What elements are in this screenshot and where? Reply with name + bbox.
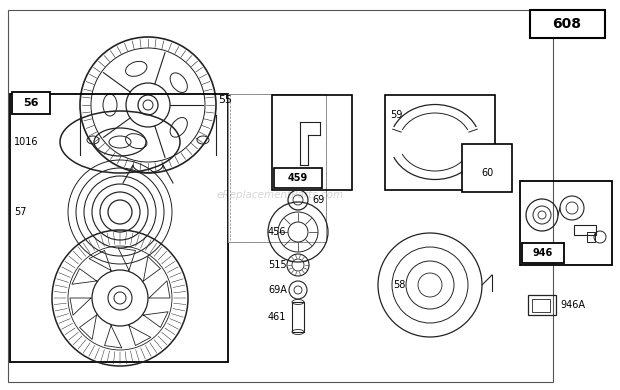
Bar: [587, 232, 595, 242]
Text: 1016: 1016: [14, 137, 38, 147]
Bar: [528, 295, 556, 315]
Bar: [274, 168, 322, 188]
Text: 461: 461: [268, 312, 286, 322]
Text: 946: 946: [533, 248, 553, 258]
Bar: [520, 181, 612, 265]
Text: 69: 69: [312, 195, 324, 205]
Text: 57: 57: [14, 207, 27, 217]
Bar: [272, 95, 352, 190]
Bar: [8, 10, 553, 382]
Text: 60: 60: [481, 168, 493, 178]
Bar: [530, 10, 605, 38]
Text: 608: 608: [552, 17, 582, 31]
Text: eReplacementParts.com: eReplacementParts.com: [216, 190, 343, 200]
Bar: [12, 92, 50, 114]
Text: 58: 58: [393, 280, 405, 290]
Bar: [385, 95, 495, 190]
Bar: [292, 302, 304, 332]
Text: 456: 456: [268, 227, 286, 237]
Text: 946A: 946A: [560, 300, 585, 310]
Text: 56: 56: [24, 98, 38, 108]
Text: 59: 59: [390, 110, 402, 120]
Text: 69A: 69A: [268, 285, 287, 295]
Bar: [228, 94, 326, 242]
Bar: [532, 299, 550, 312]
Bar: [462, 144, 512, 192]
Bar: [522, 243, 564, 263]
Text: 459: 459: [288, 173, 308, 183]
Bar: [10, 94, 228, 362]
Text: 55: 55: [218, 95, 232, 105]
Bar: [574, 225, 596, 235]
Text: 515: 515: [268, 260, 286, 270]
